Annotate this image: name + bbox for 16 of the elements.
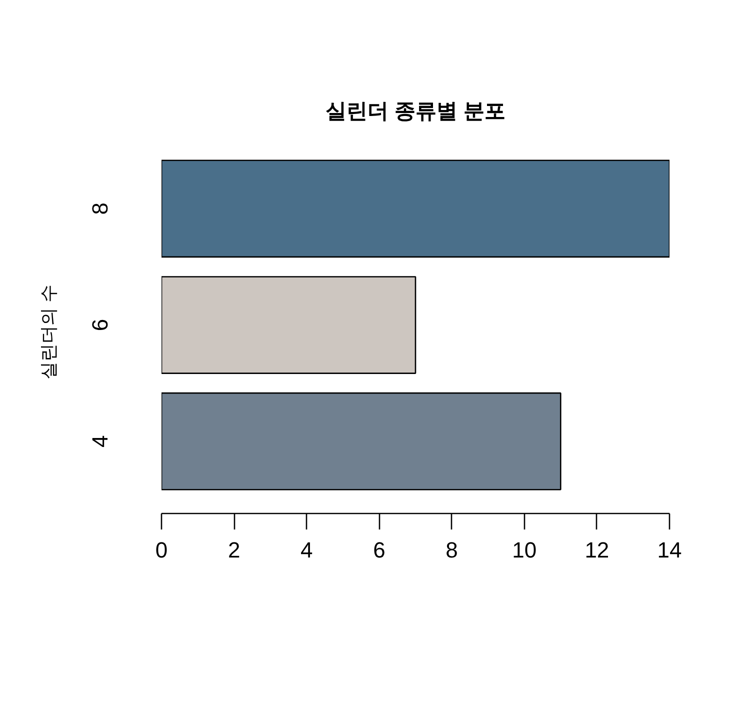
x-tick-label: 8: [446, 538, 458, 562]
x-tick-label: 14: [657, 538, 682, 562]
x-tick-label: 6: [373, 538, 386, 562]
chart-title: 실린더 종류별 분포: [326, 100, 506, 123]
x-tick-label: 12: [584, 538, 610, 562]
y-tick-label: 8: [88, 202, 112, 215]
y-axis-title: 실린더의 수: [38, 284, 58, 380]
bar: [162, 392, 562, 490]
y-tick-label: 6: [88, 318, 112, 332]
bar: [162, 276, 416, 374]
y-tick-label: 4: [88, 435, 112, 448]
x-tick-label: 4: [300, 538, 313, 562]
x-tick-label: 2: [228, 538, 240, 562]
bar: [162, 160, 670, 258]
x-tick-label: 0: [155, 538, 168, 562]
x-tick-label: 10: [512, 538, 537, 562]
